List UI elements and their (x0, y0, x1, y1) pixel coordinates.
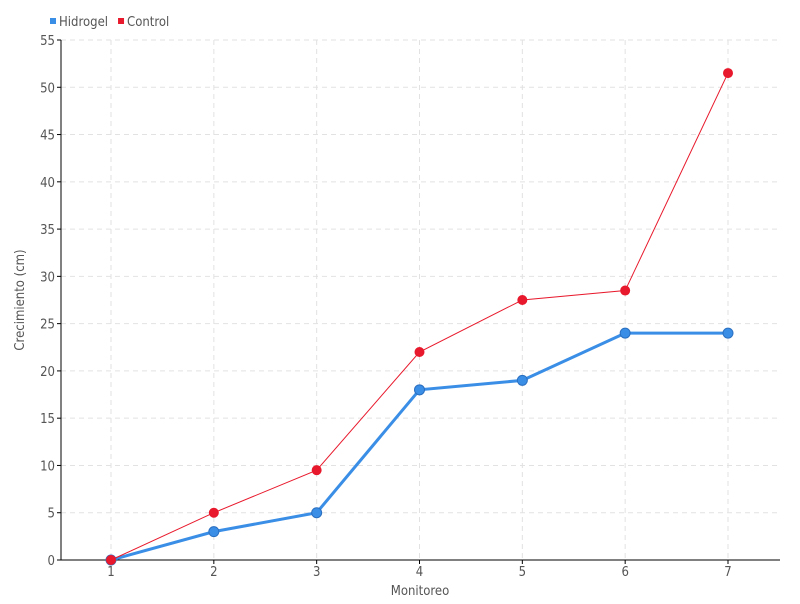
y-tick-label: 45 (40, 129, 55, 144)
y-axis-label: Crecimiento (cm) (13, 249, 28, 350)
y-tick-label: 10 (40, 459, 55, 474)
data-point[interactable] (723, 68, 733, 79)
legend-swatch (118, 18, 125, 24)
data-point[interactable] (208, 507, 219, 518)
data-point[interactable] (414, 384, 425, 396)
legend-label: Hidrogel (59, 15, 108, 30)
x-tick-label: 4 (416, 565, 423, 580)
legend: Hidrogel Control (50, 15, 169, 30)
data-point[interactable] (311, 465, 322, 476)
series-control (106, 68, 733, 565)
data-point[interactable] (414, 347, 425, 357)
y-tick-label: 35 (40, 223, 55, 238)
data-point[interactable] (208, 526, 220, 538)
grid (61, 39, 780, 560)
series-layer (105, 68, 734, 566)
data-point[interactable] (722, 327, 734, 339)
y-tick-label: 5 (48, 507, 55, 522)
data-point[interactable] (311, 507, 323, 519)
y-tick-label: 30 (40, 270, 55, 285)
data-point[interactable] (516, 374, 528, 386)
legend-label: Control (127, 15, 169, 30)
x-tick-label: 6 (621, 565, 628, 580)
x-tick-label: 7 (724, 565, 731, 580)
y-tick-label: 55 (40, 34, 55, 49)
x-tick-label: 3 (313, 565, 320, 580)
y-tick-label: 40 (40, 176, 55, 191)
legend-swatch (50, 18, 56, 24)
data-point[interactable] (106, 555, 116, 565)
y-tick-label: 50 (40, 81, 55, 96)
legend-item-hidrogel[interactable]: Hidrogel (50, 15, 108, 30)
data-point[interactable] (619, 327, 631, 339)
series-line (110, 72, 729, 561)
y-tick-label: 0 (48, 554, 55, 569)
y-tick-label: 15 (40, 412, 55, 427)
y-tick-label: 20 (40, 365, 55, 380)
x-tick-label: 5 (519, 565, 526, 580)
legend-item-control[interactable]: Control (118, 15, 169, 30)
data-point[interactable] (517, 295, 528, 305)
x-tick-label: 2 (210, 565, 217, 580)
x-tick-label: 1 (107, 565, 114, 580)
data-point[interactable] (620, 285, 631, 296)
x-axis-label: Monitoreo (391, 584, 450, 599)
y-tick-label: 25 (40, 318, 55, 333)
